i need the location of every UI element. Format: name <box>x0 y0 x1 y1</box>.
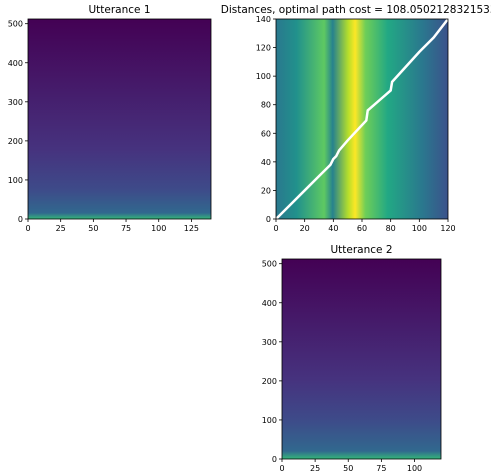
y-tick-label: 60 <box>261 129 271 138</box>
x-tick-label: 100 <box>412 224 427 233</box>
x-tick-label: 80 <box>386 224 396 233</box>
y-tick-label: 140 <box>256 15 271 24</box>
axes-frame <box>27 18 212 220</box>
y-tick-label: 100 <box>262 416 277 425</box>
x-tick-label: 100 <box>407 464 422 472</box>
y-tick-label: 400 <box>8 59 23 68</box>
y-tick-label: 80 <box>261 101 271 110</box>
y-tick-label: 40 <box>261 158 271 167</box>
x-tick-label: 20 <box>300 224 310 233</box>
x-tick-label: 120 <box>440 224 455 233</box>
y-tick-label: 500 <box>8 20 23 29</box>
y-tick-label: 400 <box>262 299 277 308</box>
y-tick-label: 120 <box>256 44 271 53</box>
y-tick-label: 0 <box>18 215 23 224</box>
x-tick-label: 75 <box>121 224 131 233</box>
y-tick-label: 20 <box>261 186 271 195</box>
axes-frame <box>281 258 442 460</box>
y-tick-label: 0 <box>266 215 271 224</box>
y-tick-label: 300 <box>8 98 23 107</box>
y-tick-label: 200 <box>8 137 23 146</box>
y-tick-label: 500 <box>262 260 277 269</box>
x-tick-label: 75 <box>376 464 386 472</box>
x-tick-label: 125 <box>184 224 199 233</box>
y-tick-label: 100 <box>8 176 23 185</box>
x-tick-label: 50 <box>343 464 353 472</box>
y-tick-label: 0 <box>272 455 277 464</box>
y-tick-label: 100 <box>256 72 271 81</box>
x-tick-label: 0 <box>25 224 30 233</box>
x-tick-label: 25 <box>310 464 320 472</box>
x-tick-label: 25 <box>56 224 66 233</box>
x-tick-label: 0 <box>273 224 278 233</box>
heatmap-image <box>28 19 211 219</box>
x-tick-label: 100 <box>151 224 166 233</box>
x-tick-label: 40 <box>328 224 338 233</box>
subplot-title: Distances, optimal path cost = 108.05021… <box>221 4 491 16</box>
subplot-title: Utterance 2 <box>330 244 392 256</box>
x-tick-label: 0 <box>279 464 284 472</box>
y-tick-label: 300 <box>262 338 277 347</box>
x-tick-label: 50 <box>88 224 98 233</box>
heatmap-image <box>282 259 441 459</box>
y-tick-label: 200 <box>262 377 277 386</box>
optimal-path <box>275 18 449 220</box>
x-tick-label: 60 <box>357 224 367 233</box>
subplot-title: Utterance 1 <box>88 4 150 16</box>
